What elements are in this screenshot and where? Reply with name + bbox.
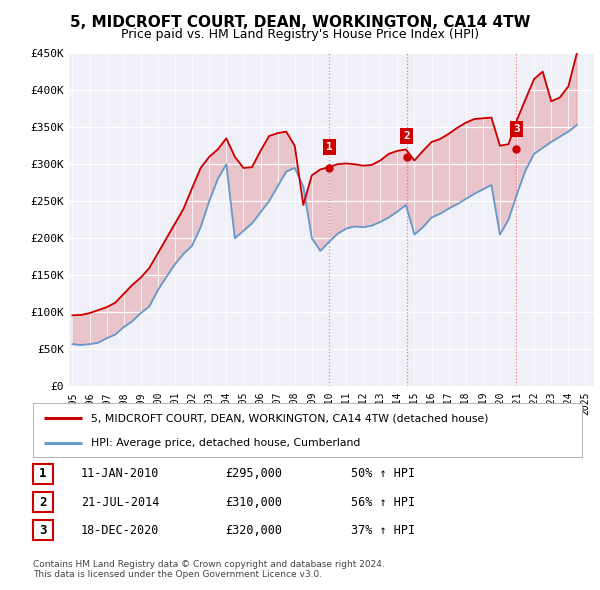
Text: 5, MIDCROFT COURT, DEAN, WORKINGTON, CA14 4TW (detached house): 5, MIDCROFT COURT, DEAN, WORKINGTON, CA1… — [91, 413, 488, 423]
Text: 2: 2 — [39, 496, 47, 509]
Text: 5, MIDCROFT COURT, DEAN, WORKINGTON, CA14 4TW: 5, MIDCROFT COURT, DEAN, WORKINGTON, CA1… — [70, 15, 530, 30]
Text: Contains HM Land Registry data © Crown copyright and database right 2024.
This d: Contains HM Land Registry data © Crown c… — [33, 560, 385, 579]
Text: 21-JUL-2014: 21-JUL-2014 — [81, 496, 160, 509]
Text: 56% ↑ HPI: 56% ↑ HPI — [351, 496, 415, 509]
Text: 18-DEC-2020: 18-DEC-2020 — [81, 524, 160, 537]
Text: £310,000: £310,000 — [225, 496, 282, 509]
Text: 1: 1 — [326, 142, 333, 152]
Text: 2: 2 — [403, 131, 410, 141]
Text: 11-JAN-2010: 11-JAN-2010 — [81, 467, 160, 480]
Text: 3: 3 — [39, 524, 47, 537]
Text: HPI: Average price, detached house, Cumberland: HPI: Average price, detached house, Cumb… — [91, 438, 360, 448]
Text: £320,000: £320,000 — [225, 524, 282, 537]
Text: 37% ↑ HPI: 37% ↑ HPI — [351, 524, 415, 537]
Text: 3: 3 — [513, 124, 520, 134]
Text: Price paid vs. HM Land Registry's House Price Index (HPI): Price paid vs. HM Land Registry's House … — [121, 28, 479, 41]
Text: £295,000: £295,000 — [225, 467, 282, 480]
Text: 1: 1 — [39, 467, 47, 480]
Text: 50% ↑ HPI: 50% ↑ HPI — [351, 467, 415, 480]
